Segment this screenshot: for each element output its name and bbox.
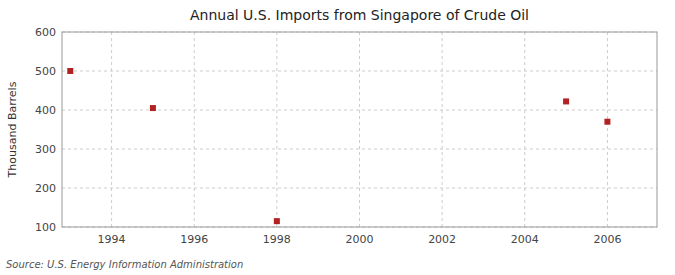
source-note: Source: U.S. Energy Information Administ…	[6, 259, 243, 270]
x-tick-label: 1998	[263, 233, 291, 246]
y-tick-label: 600	[35, 26, 56, 39]
y-tick-label: 100	[35, 221, 56, 234]
y-tick-label: 200	[35, 182, 56, 195]
data-point	[274, 218, 280, 224]
x-grid-line	[607, 32, 608, 227]
y-tick-label: 500	[35, 65, 56, 78]
x-grid-line	[359, 32, 360, 227]
grid	[62, 32, 657, 227]
y-tick-label: 400	[35, 104, 56, 117]
y-axis-label: Thousand Barrels	[6, 81, 19, 178]
x-grid-line	[194, 32, 195, 227]
data-point	[563, 98, 569, 104]
x-grid-line	[276, 32, 277, 227]
data-point	[150, 105, 156, 111]
x-tick-label: 2006	[593, 233, 621, 246]
x-tick-label: 2000	[346, 233, 374, 246]
points	[67, 68, 610, 224]
x-grid-line	[524, 32, 525, 227]
x-grid-line	[442, 32, 443, 227]
x-tick-label: 2004	[511, 233, 539, 246]
x-tick-label: 1994	[98, 233, 126, 246]
x-grid-line	[111, 32, 112, 227]
data-point	[67, 68, 73, 74]
x-tick-label: 2002	[428, 233, 456, 246]
chart-svg: 100 200 300 400 500 600 1994 1996 1998 2000 2002 20…	[0, 0, 675, 275]
chart-title: Annual U.S. Imports from Singapore of Cr…	[190, 7, 529, 23]
chart-container: 100 200 300 400 500 600 1994 1996 1998 2000 2002 20…	[0, 0, 675, 275]
x-tick-label: 1996	[180, 233, 208, 246]
plot-frame	[62, 32, 657, 227]
data-point	[604, 119, 610, 125]
y-tick-label: 300	[35, 143, 56, 156]
